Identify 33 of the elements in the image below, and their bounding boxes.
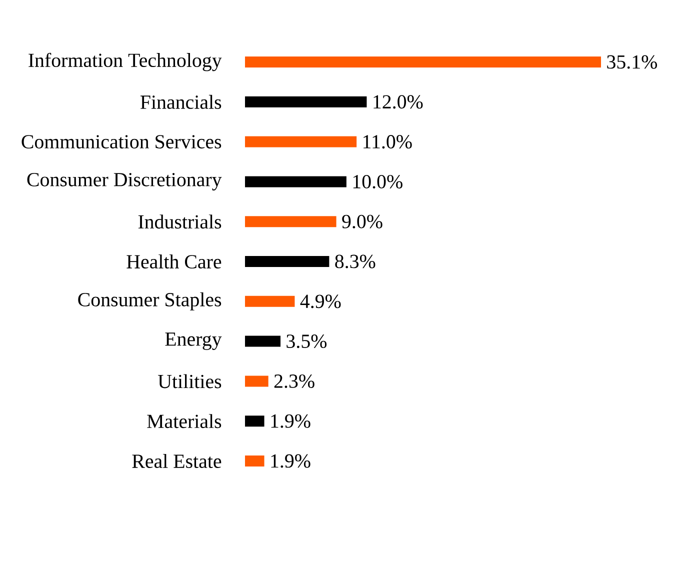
data-label: 9.0%	[342, 214, 382, 228]
data-label: 10.0%	[353, 174, 402, 188]
bar	[245, 416, 264, 427]
bar	[245, 176, 346, 188]
bar	[245, 216, 336, 228]
data-label: 4.9%	[300, 294, 341, 308]
bar	[245, 296, 295, 307]
y-tick-label: Utilities	[158, 374, 222, 388]
y-tick-label: Information Technology	[28, 52, 222, 72]
bar	[245, 256, 330, 268]
y-tick-label: Real Estate	[132, 454, 222, 468]
data-label: 2.3%	[274, 374, 314, 388]
bar	[245, 376, 268, 387]
bar	[245, 96, 367, 108]
bar	[245, 336, 281, 347]
bar	[245, 136, 357, 148]
y-tick-label: Consumer Staples	[78, 292, 222, 310]
y-tick-label: Communication Services	[22, 135, 222, 148]
bar	[245, 456, 264, 467]
y-tick-label: Industrials	[138, 214, 222, 229]
data-label: 12.0%	[374, 95, 423, 109]
y-tick-label: Financials	[140, 94, 222, 109]
data-label: 3.5%	[286, 334, 327, 348]
data-label: 8.3%	[335, 254, 376, 268]
data-label: 35.1%	[607, 55, 657, 69]
data-label: 11.0%	[364, 135, 412, 149]
data-label: 1.9%	[271, 454, 310, 468]
y-tick-label: Energy	[165, 332, 222, 350]
bar	[245, 56, 602, 68]
y-tick-label: Consumer Discretionary	[27, 172, 222, 190]
y-tick-label: Materials	[147, 414, 222, 428]
y-tick-label: Health Care	[126, 254, 222, 269]
data-label: 1.9%	[271, 414, 310, 428]
